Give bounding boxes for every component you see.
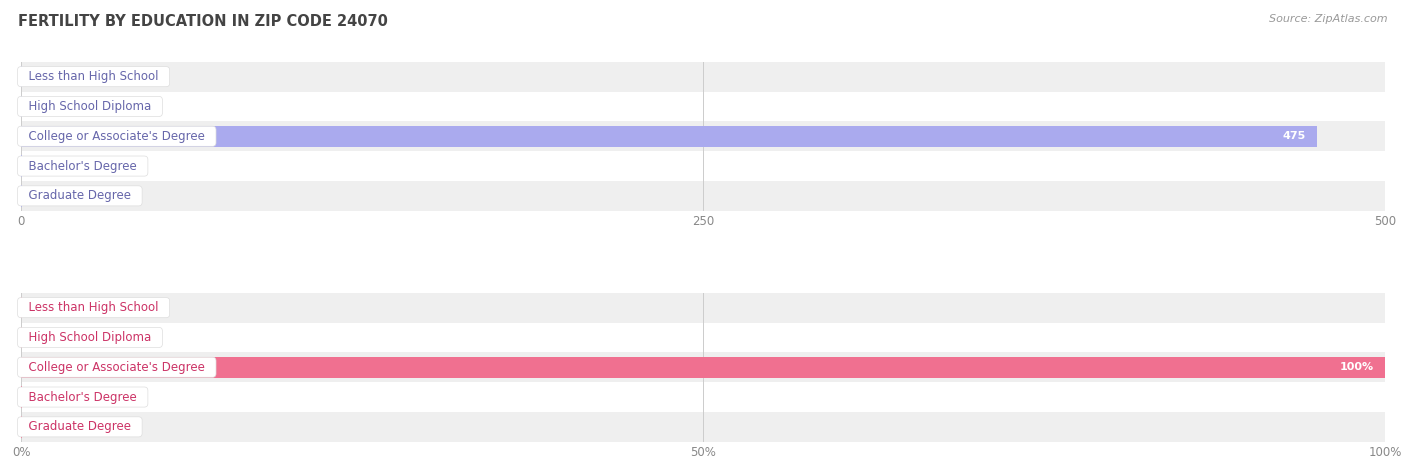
- Text: Bachelor's Degree: Bachelor's Degree: [21, 160, 145, 172]
- Bar: [21, 357, 1385, 378]
- Text: High School Diploma: High School Diploma: [21, 331, 159, 344]
- Bar: [21, 412, 1385, 442]
- Text: High School Diploma: High School Diploma: [21, 100, 159, 113]
- Text: 0: 0: [42, 72, 49, 82]
- Bar: [21, 323, 1385, 352]
- Text: 100%: 100%: [1340, 362, 1374, 372]
- Text: FERTILITY BY EDUCATION IN ZIP CODE 24070: FERTILITY BY EDUCATION IN ZIP CODE 24070: [18, 14, 388, 29]
- Bar: [21, 121, 1385, 151]
- Bar: [21, 125, 1317, 147]
- Text: Graduate Degree: Graduate Degree: [21, 190, 139, 202]
- Text: Graduate Degree: Graduate Degree: [21, 420, 139, 433]
- Text: Less than High School: Less than High School: [21, 301, 166, 314]
- Text: 0%: 0%: [42, 392, 59, 402]
- Bar: [21, 92, 1385, 121]
- Text: 0: 0: [42, 102, 49, 112]
- Text: 475: 475: [1282, 131, 1306, 141]
- Text: Less than High School: Less than High School: [21, 70, 166, 83]
- Bar: [21, 352, 1385, 382]
- Text: 0%: 0%: [42, 422, 59, 432]
- Text: Bachelor's Degree: Bachelor's Degree: [21, 390, 145, 404]
- Text: Source: ZipAtlas.com: Source: ZipAtlas.com: [1270, 14, 1388, 24]
- Text: College or Associate's Degree: College or Associate's Degree: [21, 361, 212, 374]
- Text: 0: 0: [42, 161, 49, 171]
- Text: 0%: 0%: [42, 332, 59, 342]
- Bar: [21, 382, 1385, 412]
- Bar: [21, 293, 1385, 323]
- Bar: [21, 181, 1385, 211]
- Bar: [21, 151, 1385, 181]
- Text: College or Associate's Degree: College or Associate's Degree: [21, 130, 212, 143]
- Bar: [21, 62, 1385, 92]
- Text: 0%: 0%: [42, 303, 59, 313]
- Text: 0: 0: [42, 191, 49, 201]
